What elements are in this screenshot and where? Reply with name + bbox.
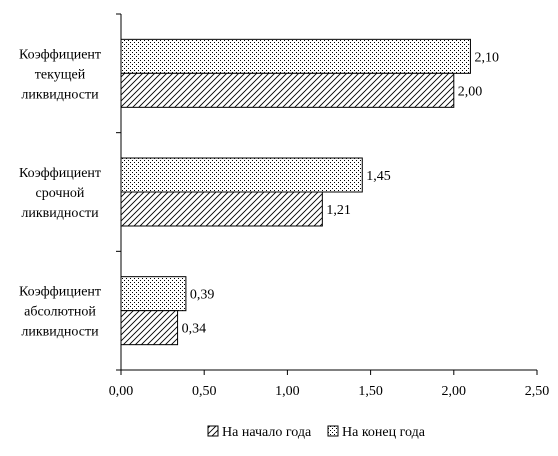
legend-label: На начало года — [222, 425, 312, 440]
x-tick-label: 0,50 — [192, 384, 217, 399]
data-label: 2,00 — [458, 84, 483, 99]
x-tick-label: 1,00 — [275, 384, 300, 399]
data-label: 0,34 — [182, 322, 207, 337]
legend: На начало года На конец года — [207, 425, 426, 440]
x-tick-label: 2,00 — [442, 384, 467, 399]
legend-label: На конец года — [342, 425, 426, 440]
bar-end-of-year — [120, 276, 187, 312]
data-label: 1,45 — [366, 169, 391, 184]
category-label: Коэффициент абсолютной ликвидности — [19, 285, 101, 340]
legend-swatch — [207, 425, 219, 437]
bar-start-of-year — [120, 310, 179, 346]
data-label: 2,10 — [474, 50, 499, 65]
bar-end-of-year — [120, 157, 363, 193]
x-tick-label: 1,50 — [358, 384, 383, 399]
x-tick-label: 2,50 — [525, 384, 550, 399]
legend-swatch — [327, 425, 339, 437]
x-tick-label: 0,00 — [109, 384, 134, 399]
data-label: 0,39 — [190, 288, 215, 303]
plot-area: 0,00 0,50 1,00 1,50 2,00 2,50 2,10 2,00 Коэффици… — [19, 13, 550, 399]
bar-start-of-year — [120, 191, 323, 227]
bar-end-of-year — [120, 38, 471, 74]
data-label: 1,21 — [326, 203, 351, 218]
bar-start-of-year — [120, 72, 455, 108]
category-label: Коэффициент текущей ликвидности — [19, 47, 101, 102]
category-label: Коэффициент срочной ликвидности — [19, 166, 101, 221]
